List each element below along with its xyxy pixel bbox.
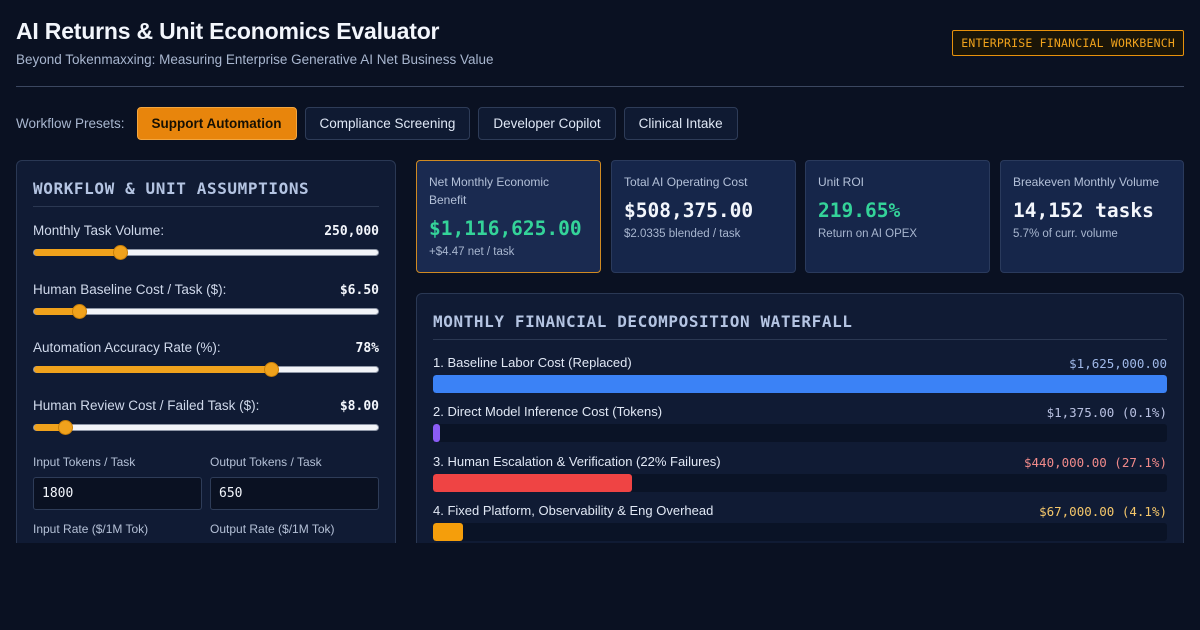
task-volume-label: Monthly Task Volume:	[33, 223, 165, 238]
waterfall-bar-baseline-labor	[433, 375, 1167, 393]
waterfall-row-amount: $1,375.00 (0.1%)	[1046, 405, 1167, 420]
task-volume-slider-fill	[34, 249, 120, 256]
waterfall-row-amount: $67,000.00 (4.1%)	[1039, 504, 1167, 519]
waterfall-bar-fixed-overhead	[433, 523, 464, 541]
page-title: AI Returns & Unit Economics Evaluator	[16, 18, 440, 44]
input-tokens-input[interactable]: 1800	[33, 477, 202, 510]
kpi-label: Net Monthly Economic Benefit	[429, 175, 550, 207]
kpi-subtext: $2.0335 blended / task	[624, 228, 741, 240]
review-cost-control: Human Review Cost / Failed Task ($): $8.…	[33, 398, 379, 442]
kpi-subtext: +$4.47 net / task	[429, 246, 515, 258]
preset-compliance-screening-button[interactable]: Compliance Screening	[304, 107, 471, 140]
kpi-breakeven-card: Breakeven Monthly Volume 14,152 tasks 5.…	[1000, 160, 1184, 273]
assumptions-title: WORKFLOW & UNIT ASSUMPTIONS	[33, 179, 310, 198]
output-rate-field-group: Output Rate ($/1M Tok)	[210, 522, 379, 559]
waterfall-title: MONTHLY FINANCIAL DECOMPOSITION WATERFAL…	[433, 312, 853, 331]
baseline-cost-slider-thumb[interactable]	[71, 304, 87, 319]
output-tokens-input[interactable]: 650	[210, 477, 379, 510]
page-subtitle: Beyond Tokenmaxxing: Measuring Enterpris…	[16, 52, 494, 67]
output-tokens-field-group: Output Tokens / Task 650	[210, 455, 379, 510]
task-volume-slider-thumb[interactable]	[113, 245, 128, 260]
waterfall-bar-track	[433, 424, 1167, 442]
waterfall-row-amount: $1,625,000.00	[1069, 356, 1167, 371]
kpi-operating-cost-card: Total AI Operating Cost $508,375.00 $2.0…	[611, 160, 796, 273]
task-volume-value: 250,000	[324, 224, 379, 239]
input-tokens-field-group: Input Tokens / Task 1800	[33, 455, 202, 510]
waterfall-row-label: 1. Baseline Labor Cost (Replaced)	[433, 355, 632, 370]
review-cost-value: $8.00	[339, 399, 379, 414]
kpi-label: Total AI Operating Cost	[624, 175, 748, 189]
waterfall-bar-track	[433, 523, 1167, 541]
review-cost-slider-fill	[34, 424, 65, 431]
task-volume-slider[interactable]	[33, 245, 379, 260]
waterfall-bar-inference-cost	[433, 424, 441, 442]
kpi-value: 219.65%	[818, 199, 901, 222]
waterfall-row-amount: $440,000.00 (27.1%)	[1024, 455, 1167, 470]
input-rate-label: Input Rate ($/1M Tok)	[33, 522, 149, 536]
kpi-label: Breakeven Monthly Volume	[1013, 175, 1160, 189]
output-rate-label: Output Rate ($/1M Tok)	[210, 522, 335, 536]
task-volume-control: Monthly Task Volume: 250,000	[33, 223, 379, 267]
waterfall-row: 2. Direct Model Inference Cost (Tokens) …	[433, 404, 1167, 444]
baseline-cost-label: Human Baseline Cost / Task ($):	[33, 282, 227, 297]
input-rate-field-group: Input Rate ($/1M Tok)	[33, 522, 202, 559]
baseline-cost-control: Human Baseline Cost / Task ($): $6.50	[33, 282, 379, 326]
review-cost-slider-thumb[interactable]	[57, 420, 73, 435]
kpi-unit-roi-card: Unit ROI 219.65% Return on AI OPEX	[805, 160, 990, 273]
accuracy-rate-value: 78%	[355, 341, 379, 356]
waterfall-panel: MONTHLY FINANCIAL DECOMPOSITION WATERFAL…	[416, 293, 1184, 560]
output-tokens-label: Output Tokens / Task	[210, 455, 322, 469]
preset-clinical-intake-button[interactable]: Clinical Intake	[623, 107, 738, 140]
assumptions-panel: WORKFLOW & UNIT ASSUMPTIONS Monthly Task…	[16, 160, 396, 560]
review-cost-label: Human Review Cost / Failed Task ($):	[33, 398, 260, 413]
waterfall-divider	[433, 339, 1167, 340]
waterfall-row-label: 4. Fixed Platform, Observability & Eng O…	[433, 503, 714, 518]
workbench-badge: ENTERPRISE FINANCIAL WORKBENCH	[952, 30, 1184, 56]
waterfall-bar-track	[433, 474, 1167, 492]
waterfall-row-label: 3. Human Escalation & Verification (22% …	[433, 454, 721, 469]
input-tokens-label: Input Tokens / Task	[33, 455, 136, 469]
preset-developer-copilot-button[interactable]: Developer Copilot	[478, 107, 616, 140]
baseline-cost-value: $6.50	[339, 283, 379, 298]
kpi-value: $1,116,625.00	[429, 217, 582, 240]
kpi-subtext: Return on AI OPEX	[818, 228, 918, 240]
presets-label: Workflow Presets:	[16, 116, 125, 131]
kpi-subtext: 5.7% of curr. volume	[1013, 228, 1118, 240]
review-cost-slider[interactable]	[33, 420, 379, 435]
kpi-value: $508,375.00	[624, 199, 754, 222]
waterfall-row: 1. Baseline Labor Cost (Replaced) $1,625…	[433, 355, 1167, 395]
baseline-cost-slider[interactable]	[33, 304, 379, 319]
baseline-cost-slider-fill	[34, 308, 79, 315]
accuracy-rate-slider-fill	[34, 366, 272, 373]
preset-support-automation-button[interactable]: Support Automation	[136, 107, 297, 140]
waterfall-bar-track	[433, 375, 1167, 393]
accuracy-rate-control: Automation Accuracy Rate (%): 78%	[33, 340, 379, 384]
kpi-net-benefit-card: Net Monthly Economic Benefit $1,116,625.…	[416, 160, 601, 273]
viewport-cutoff	[0, 543, 1200, 630]
workflow-presets: Workflow Presets: Support Automation Com…	[16, 107, 738, 140]
waterfall-row: 3. Human Escalation & Verification (22% …	[433, 454, 1167, 494]
waterfall-row: 4. Fixed Platform, Observability & Eng O…	[433, 503, 1167, 543]
accuracy-rate-label: Automation Accuracy Rate (%):	[33, 340, 221, 355]
accuracy-rate-slider-thumb[interactable]	[264, 362, 280, 377]
waterfall-bar-human-escalation	[433, 474, 632, 492]
header-divider	[16, 86, 1184, 87]
kpi-value: 14,152 tasks	[1013, 199, 1154, 222]
waterfall-row-label: 2. Direct Model Inference Cost (Tokens)	[433, 404, 663, 419]
kpi-label: Unit ROI	[818, 175, 865, 189]
accuracy-rate-slider[interactable]	[33, 362, 379, 377]
assumptions-divider	[33, 206, 379, 207]
